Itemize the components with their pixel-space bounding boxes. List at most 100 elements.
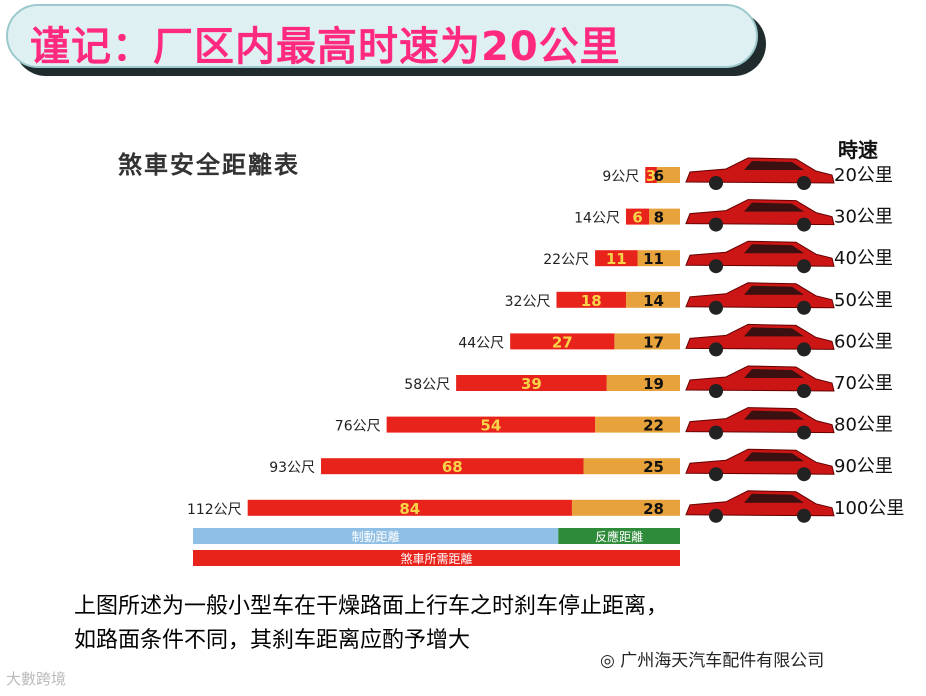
braking-value-4: 27 bbox=[552, 333, 573, 351]
car-wheel-rear-8 bbox=[797, 508, 811, 523]
car-wheel-rear-0 bbox=[797, 176, 811, 190]
braking-bar-1 bbox=[625, 208, 650, 225]
braking-value-1: 6 bbox=[632, 209, 642, 227]
reaction-bar-7 bbox=[583, 458, 680, 475]
car-window-1 bbox=[744, 202, 804, 212]
reaction-value-7: 25 bbox=[643, 458, 664, 476]
braking-value-0: 3 bbox=[646, 167, 656, 185]
car-window-7 bbox=[744, 452, 804, 462]
speed-label-0: 20公里 bbox=[834, 165, 893, 186]
reaction-bar-1 bbox=[649, 208, 680, 225]
chart-title: 煞車安全距離表 bbox=[118, 151, 300, 179]
car-icon-4 bbox=[685, 323, 835, 350]
car-wheel-front-8 bbox=[709, 508, 723, 523]
car-icon-3 bbox=[685, 282, 835, 309]
reaction-bar-3 bbox=[625, 291, 680, 308]
car-wheel-rear-7 bbox=[797, 467, 811, 482]
braking-bar-6 bbox=[386, 416, 596, 433]
banner-title: 谨记：厂区内最高时速为20公里 bbox=[30, 24, 621, 70]
legend-reaction-label: 反應距離 bbox=[595, 529, 643, 544]
total-distance-label-1: 14公尺 bbox=[574, 211, 620, 227]
car-window-0 bbox=[744, 161, 804, 170]
reaction-value-6: 22 bbox=[643, 417, 664, 435]
reaction-value-1: 8 bbox=[654, 209, 664, 227]
legend-total-bar bbox=[193, 550, 680, 566]
car-window-2 bbox=[744, 244, 804, 254]
car-wheel-front-3 bbox=[709, 300, 723, 315]
braking-value-2: 11 bbox=[606, 250, 627, 268]
total-distance-label-6: 76公尺 bbox=[335, 419, 381, 435]
watermark-left: 大數跨境 bbox=[6, 670, 67, 688]
braking-bar-4 bbox=[510, 333, 615, 350]
reaction-value-2: 11 bbox=[643, 250, 664, 268]
car-icon-6 bbox=[685, 407, 835, 434]
total-distance-label-5: 58公尺 bbox=[404, 377, 450, 393]
car-wheel-front-0 bbox=[709, 176, 723, 190]
reaction-bar-2 bbox=[637, 250, 680, 267]
braking-bar-5 bbox=[456, 375, 607, 391]
car-wheel-rear-6 bbox=[797, 425, 811, 440]
caption-line-2: 如路面条件不同，其刹车距离应酌予增大 bbox=[74, 628, 471, 653]
total-distance-label-4: 44公尺 bbox=[458, 335, 504, 351]
caption: 上图所述为一般小型车在干燥路面上行车之时刹车停止距离， 如路面条件不同，其刹车距… bbox=[74, 590, 914, 658]
braking-bar-3 bbox=[556, 291, 626, 308]
braking-bar-0 bbox=[645, 167, 657, 183]
caption-line-1: 上图所述为一般小型车在干燥路面上行车之时刹车停止距离， bbox=[74, 594, 669, 619]
braking-bar-2 bbox=[595, 250, 638, 267]
car-icon-1 bbox=[685, 199, 835, 226]
watermark-right: ◎ 广州海天汽车配件有限公司 bbox=[596, 646, 829, 671]
car-wheel-rear-2 bbox=[797, 259, 811, 274]
legend-reaction-bar bbox=[558, 528, 680, 544]
braking-value-3: 18 bbox=[581, 292, 602, 310]
wechat-icon: ◎ bbox=[600, 651, 621, 671]
reaction-bar-4 bbox=[614, 333, 680, 350]
car-wheel-rear-5 bbox=[797, 384, 811, 398]
reaction-value-3: 14 bbox=[643, 292, 664, 310]
braking-value-6: 54 bbox=[480, 417, 501, 435]
speed-header: 時速 bbox=[838, 138, 878, 162]
title-banner: 谨记：厂区内最高时速为20公里 bbox=[6, 4, 758, 70]
braking-value-5: 39 bbox=[521, 375, 542, 393]
total-distance-label-3: 32公尺 bbox=[505, 294, 551, 310]
legend-braking-bar bbox=[193, 528, 559, 544]
legend-braking-label: 制動距離 bbox=[352, 530, 400, 544]
car-wheel-rear-4 bbox=[797, 342, 811, 357]
car-wheel-front-7 bbox=[709, 467, 723, 482]
car-icon-2 bbox=[685, 240, 835, 267]
speed-label-6: 80公里 bbox=[834, 415, 893, 436]
total-distance-label-7: 93公尺 bbox=[269, 460, 315, 476]
speed-label-2: 40公里 bbox=[834, 248, 893, 269]
speed-label-7: 90公里 bbox=[834, 456, 893, 477]
car-wheel-front-6 bbox=[709, 425, 723, 440]
speed-label-5: 70公里 bbox=[834, 373, 893, 394]
reaction-bar-5 bbox=[606, 375, 680, 391]
car-wheel-front-1 bbox=[709, 217, 723, 232]
car-icon-5 bbox=[685, 365, 835, 392]
speed-label-1: 30公里 bbox=[834, 207, 893, 228]
reaction-value-5: 19 bbox=[643, 375, 664, 393]
car-icon-8 bbox=[685, 490, 835, 517]
car-wheel-rear-3 bbox=[797, 300, 811, 315]
braking-value-8: 84 bbox=[399, 500, 420, 518]
total-distance-label-2: 22公尺 bbox=[543, 252, 589, 268]
reaction-bar-0 bbox=[656, 167, 680, 183]
speed-label-3: 50公里 bbox=[834, 290, 893, 311]
car-window-8 bbox=[744, 493, 804, 503]
car-wheel-rear-1 bbox=[797, 217, 811, 232]
car-wheel-front-4 bbox=[709, 342, 723, 357]
car-window-5 bbox=[744, 369, 804, 378]
braking-bar-7 bbox=[321, 458, 584, 475]
total-distance-label-0: 9公尺 bbox=[602, 169, 639, 185]
reaction-value-4: 17 bbox=[643, 333, 664, 351]
car-window-4 bbox=[744, 327, 804, 337]
reaction-value-0: 6 bbox=[654, 167, 664, 185]
speed-label-4: 60公里 bbox=[834, 331, 893, 352]
braking-bar-8 bbox=[247, 499, 572, 516]
watermark-right-text: 广州海天汽车配件有限公司 bbox=[620, 651, 825, 671]
car-icon-0 bbox=[685, 157, 835, 184]
car-window-6 bbox=[744, 410, 804, 420]
legend-total-label: 煞車所需距離 bbox=[400, 552, 472, 566]
car-wheel-front-2 bbox=[709, 259, 723, 274]
braking-value-7: 68 bbox=[442, 458, 463, 476]
